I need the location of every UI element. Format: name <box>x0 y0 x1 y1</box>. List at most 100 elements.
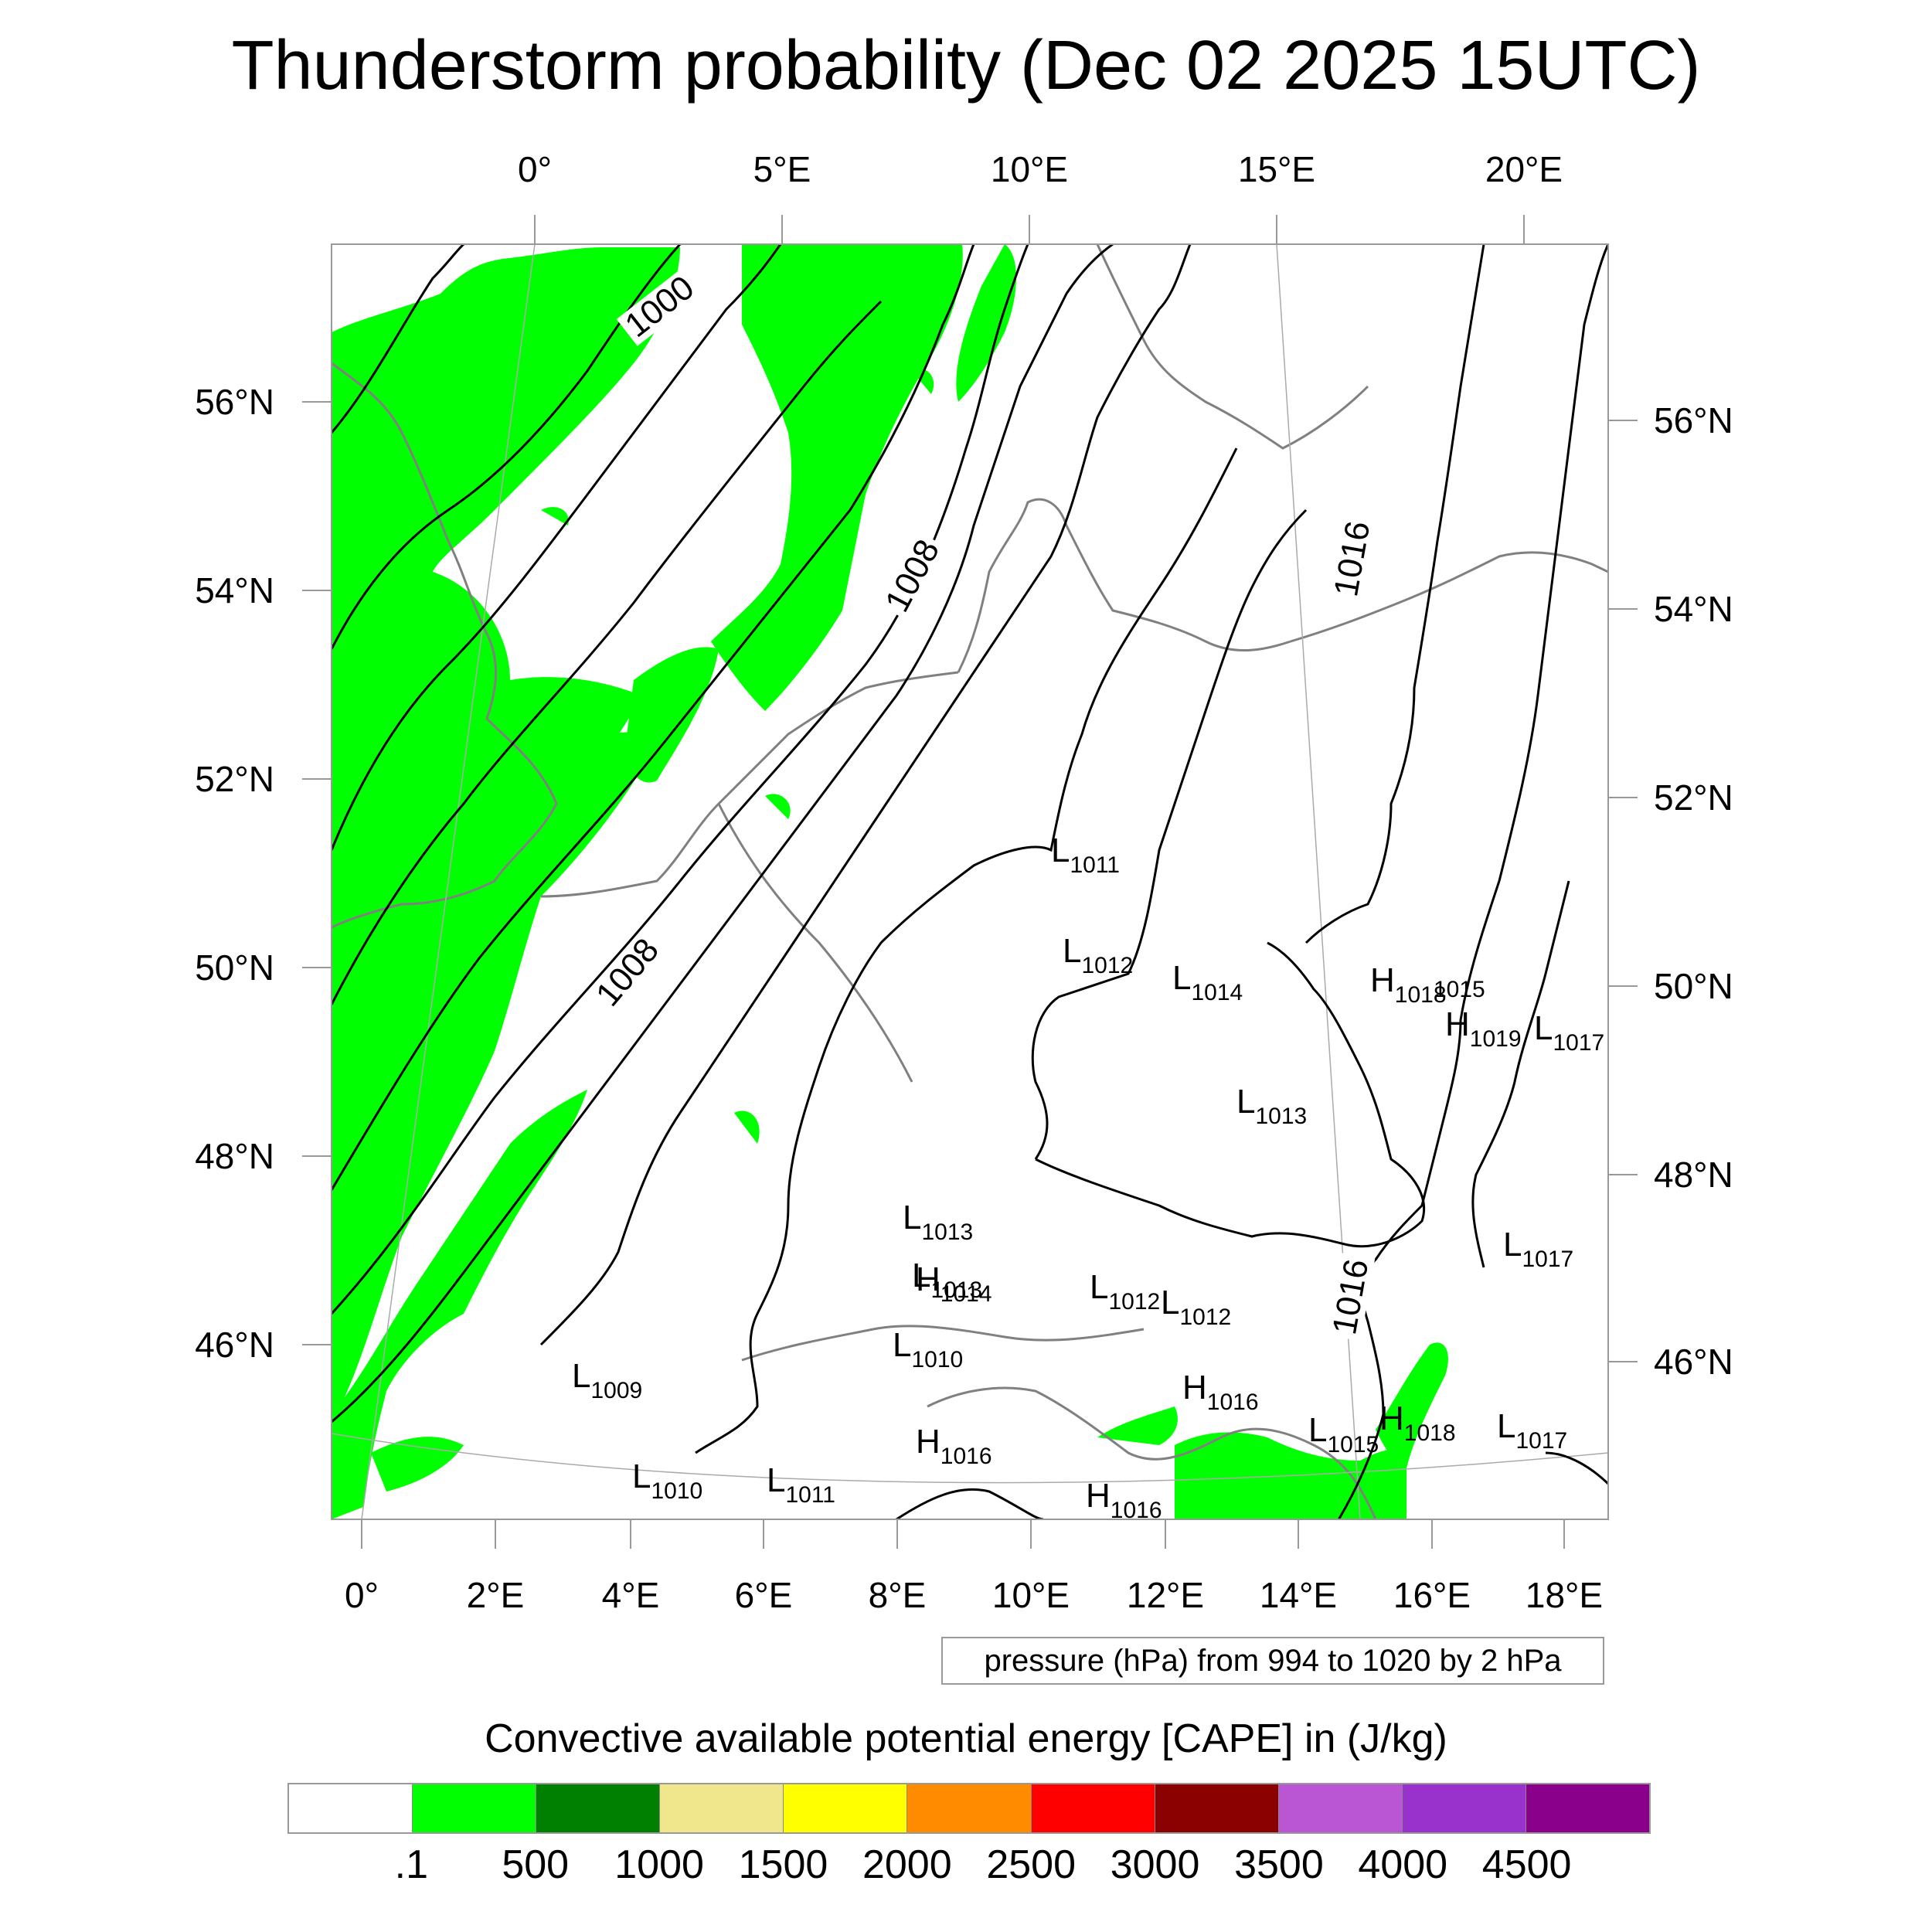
pressure-center-label: L1013 <box>1236 1083 1307 1129</box>
isobar-1014 <box>1304 244 1485 944</box>
colorbar-label: 3500 <box>1234 1842 1324 1887</box>
pressure-center-label: H1019 <box>1445 1005 1522 1052</box>
cape-area-north-sea-2 <box>626 647 719 783</box>
colorbar-swatch <box>536 1784 661 1832</box>
pressure-center-label: H1018 <box>1379 1400 1456 1446</box>
pressure-center-label: L1010 <box>893 1326 963 1372</box>
pressure-center-label: H1016 <box>1182 1369 1259 1415</box>
isobar-1012 <box>1031 509 1308 1160</box>
left-tick-label: 48°N <box>195 1136 274 1176</box>
colorbar-swatch <box>1031 1784 1155 1832</box>
coastline-netherlands <box>540 671 959 898</box>
bottom-tick-label: 10°E <box>992 1575 1070 1615</box>
coastline-baltic <box>1290 551 1608 643</box>
bottom-tick-label: 14°E <box>1260 1575 1337 1615</box>
colorbar-label: 2500 <box>986 1842 1077 1887</box>
isobar-1004 <box>332 244 1029 1315</box>
cape-area-north-sea <box>711 244 963 711</box>
left-tick-label: 54°N <box>195 570 274 611</box>
isobar-1013-ring <box>1035 941 1426 1248</box>
pressure-center-label: L1011 <box>767 1461 835 1508</box>
right-tick-label: 54°N <box>1654 589 1733 629</box>
pressure-center-label: L1017 <box>1534 1009 1604 1056</box>
colorbar-label: 2000 <box>862 1842 952 1887</box>
colorbar-label: .1 <box>394 1842 429 1887</box>
pressure-center-label: L1012 <box>1090 1268 1160 1315</box>
colorbar-swatch <box>1402 1784 1526 1832</box>
bottom-tick-label: 16°E <box>1393 1575 1471 1615</box>
pressure-center-label: L1009 <box>572 1357 642 1403</box>
meridian-0 <box>361 244 536 1519</box>
pressure-center-label: L1017 <box>1497 1407 1567 1454</box>
bottom-tick-label: 18°E <box>1526 1575 1603 1615</box>
colorbar-label: 4000 <box>1358 1842 1448 1887</box>
cape-area-adriatic <box>1376 1342 1448 1468</box>
pressure-center-label: L1013 <box>903 1199 973 1245</box>
colorbar-swatch <box>1155 1784 1279 1832</box>
isobar-994 <box>332 244 465 434</box>
cape-area-speck-2 <box>912 369 934 394</box>
bottom-tick-label: 6°E <box>735 1575 793 1615</box>
colorbar-label: 4500 <box>1481 1842 1572 1887</box>
isobar-south-2 <box>1545 1451 1608 1485</box>
top-tick-label: 20°E <box>1485 149 1563 189</box>
pressure-center-label: L1014 <box>1172 959 1243 1005</box>
pressure-center-label: L1012 <box>1063 932 1133 978</box>
left-tick-label: 52°N <box>195 759 274 799</box>
isobar-1002 <box>332 244 975 1191</box>
cape-area-southwest <box>332 1090 587 1519</box>
cape-area-north-strip <box>956 244 1016 402</box>
pressure-center-label: H1016 <box>916 1423 992 1469</box>
coastline-italy <box>927 1386 1377 1519</box>
colorbar-swatch <box>289 1784 413 1832</box>
left-tick-label: 46°N <box>195 1325 274 1365</box>
border-france-germany <box>717 803 913 1083</box>
bottom-tick-label: 8°E <box>869 1575 927 1615</box>
right-tick-label: 46°N <box>1654 1342 1733 1382</box>
right-tick-label: 50°N <box>1654 966 1733 1006</box>
left-tick-label: 50°N <box>195 947 274 988</box>
pressure-center-label: L1013 <box>912 1257 982 1303</box>
isobar-1010 <box>695 447 1238 1454</box>
top-tick-label: 5°E <box>753 149 811 189</box>
pressure-center-label: H1016 <box>1086 1477 1162 1523</box>
colorbar-label: 500 <box>502 1842 570 1887</box>
bottom-tick-label: 4°E <box>602 1575 660 1615</box>
pressure-center-label: H1014 <box>916 1260 992 1307</box>
pressure-center-label: L1015 <box>1308 1411 1379 1458</box>
plot-frame <box>331 243 1609 1520</box>
right-tick-label: 52°N <box>1654 777 1733 818</box>
top-tick-label: 10°E <box>991 149 1068 189</box>
colorbar-swatch <box>1526 1784 1650 1832</box>
pressure-center-label: H1018 <box>1370 961 1447 1008</box>
pressure-center-label: L1010 <box>632 1458 702 1504</box>
bottom-tick-label: 2°E <box>467 1575 525 1615</box>
colorbar-swatch <box>784 1784 908 1832</box>
colorbar-swatch <box>413 1784 537 1832</box>
isobar-1008-west <box>539 244 1192 1346</box>
colorbar-title: Convective available potential energy [C… <box>485 1716 1447 1761</box>
bottom-tick-label: 12°E <box>1127 1575 1204 1615</box>
pressure-center-label: L1012 <box>1161 1284 1231 1330</box>
isobar-1000 <box>332 300 883 1005</box>
pressure-center-label: L1017 <box>1503 1226 1573 1272</box>
coastline-denmark <box>957 498 1291 673</box>
top-tick-label: 0° <box>518 149 552 189</box>
pressure-center-label: L1011 <box>1051 832 1120 878</box>
colorbar <box>287 1783 1651 1834</box>
cape-area-west <box>332 247 680 1414</box>
border-alps <box>741 1325 1145 1362</box>
isobar-998 <box>332 244 782 851</box>
pressure-note: pressure (hPa) from 994 to 1020 by 2 hPa <box>941 1637 1604 1685</box>
isobar-south-1 <box>896 1488 1044 1519</box>
coastline-scandinavia <box>1096 244 1369 450</box>
right-tick-label: 48°N <box>1654 1155 1733 1195</box>
parallel-45n <box>332 1433 1608 1484</box>
colorbar-swatch <box>907 1784 1032 1832</box>
left-tick-label: 56°N <box>195 382 274 422</box>
top-tick-label: 15°E <box>1238 149 1315 189</box>
isobar-1006 <box>332 244 1114 1423</box>
colorbar-swatch <box>1278 1784 1403 1832</box>
cape-area-speck-3 <box>734 1111 760 1144</box>
